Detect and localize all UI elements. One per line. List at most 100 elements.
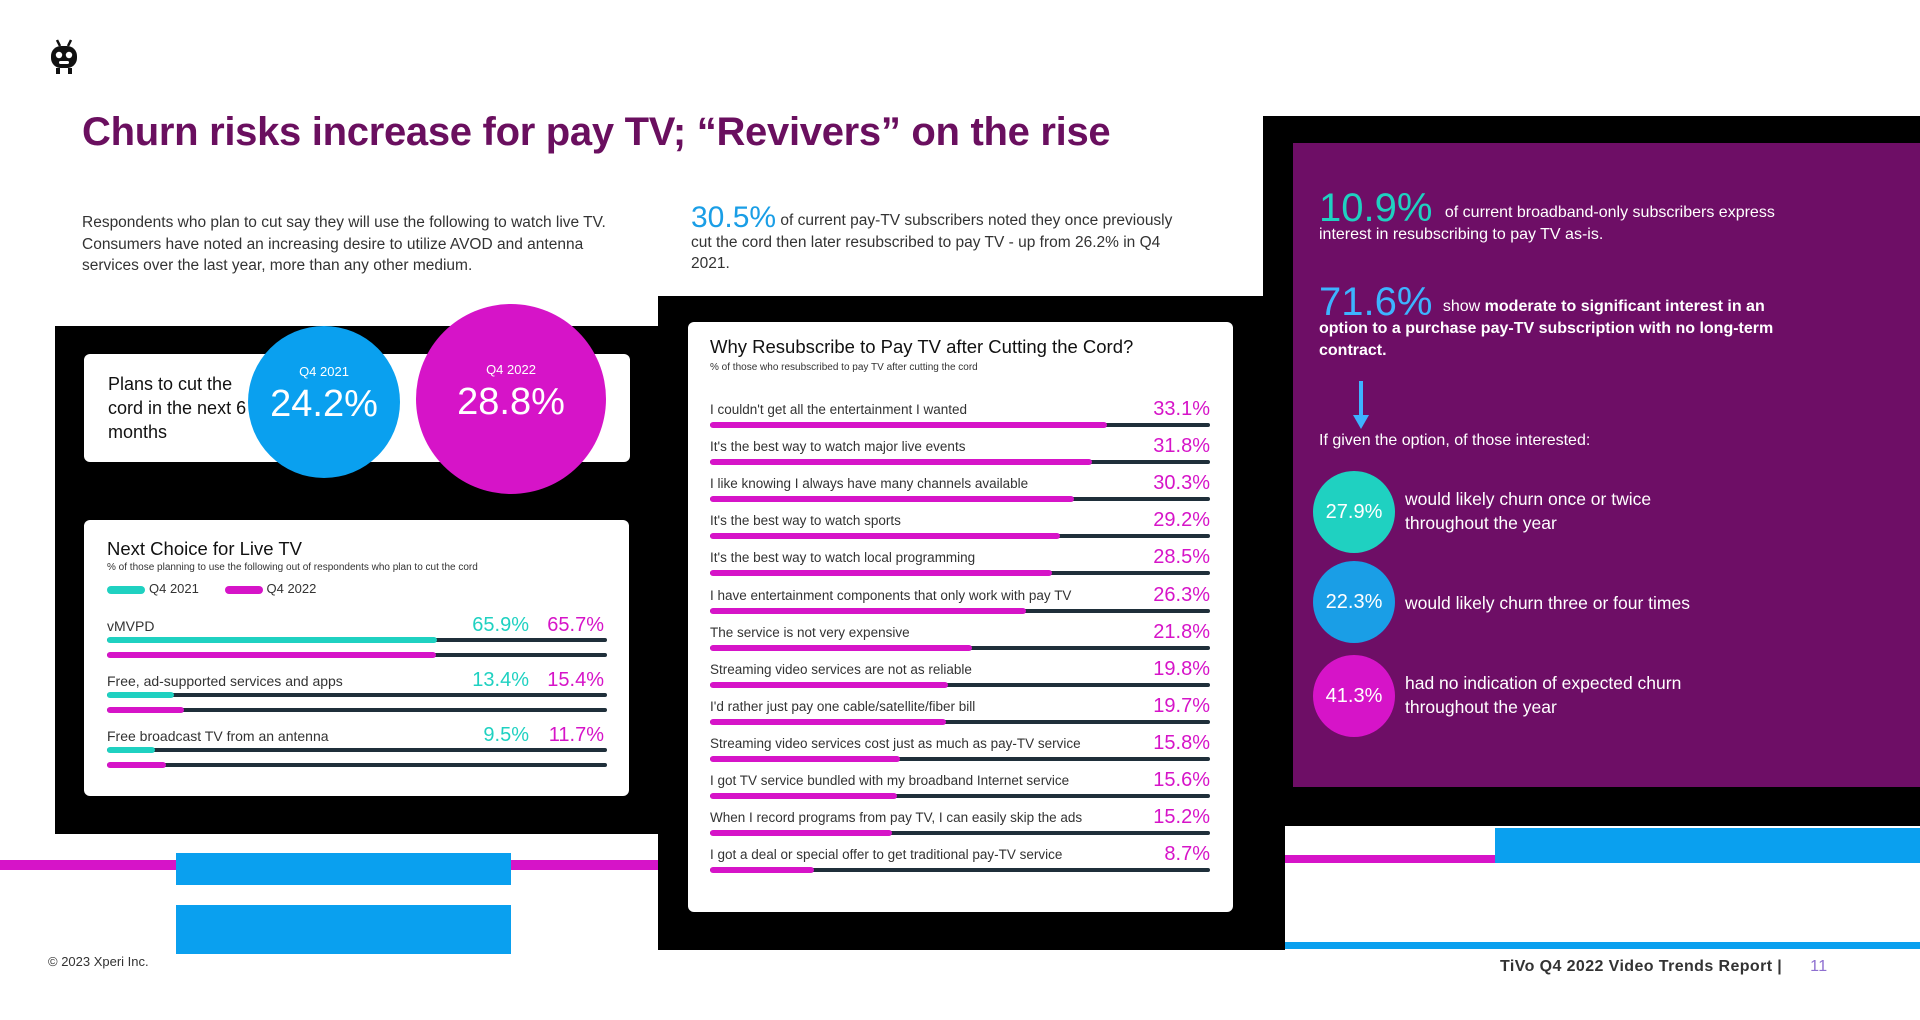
resubscribe-bar-fill bbox=[710, 793, 897, 799]
churn-circle: 27.9% bbox=[1313, 471, 1395, 553]
decorative-cyan-block-1 bbox=[176, 853, 511, 885]
intro-left-paragraph: Respondents who plan to cut say they wil… bbox=[82, 214, 606, 274]
resubscribe-row-label: Streaming video services cost just as mu… bbox=[710, 736, 1081, 751]
bar-fill-2022 bbox=[107, 707, 184, 713]
resubscribe-bar-fill bbox=[710, 608, 1026, 614]
next-choice-title: Next Choice for Live TV bbox=[107, 538, 303, 559]
resubscribe-row-label: It's the best way to watch sports bbox=[710, 513, 901, 528]
next-choice-value-2021: 13.4% bbox=[472, 669, 529, 691]
resubscribe-row-value: 33.1% bbox=[1153, 398, 1210, 420]
tivo-logo-icon bbox=[51, 39, 77, 74]
next-choice-subtitle: % of those planning to use the following… bbox=[107, 562, 478, 573]
decorative-cyan-block-right bbox=[1495, 828, 1920, 863]
slide-title: Churn risks increase for pay TV; “Revive… bbox=[82, 110, 1111, 154]
resubscribe-row-value: 15.8% bbox=[1153, 732, 1210, 754]
stat1-text: of current broadband-only subscribers ex… bbox=[1319, 204, 1775, 243]
resubscribe-row-value: 19.8% bbox=[1153, 658, 1210, 680]
plans-to-cut-label: Plans to cut the cord in the next 6 mont… bbox=[108, 374, 247, 442]
report-footer: TiVo Q4 2022 Video Trends Report | 11 bbox=[1500, 958, 1828, 976]
next-choice-row-label: Free, ad-supported services and apps bbox=[107, 673, 343, 689]
resubscribe-row-value: 29.2% bbox=[1153, 509, 1210, 531]
bar-track-2021 bbox=[107, 693, 607, 697]
resubscribe-row-label: I like knowing I always have many channe… bbox=[710, 476, 1029, 491]
stat2-value: 71.6% bbox=[1319, 280, 1433, 324]
next-choice-value-2022: 15.4% bbox=[547, 669, 604, 691]
decorative-cyan-line-bottom bbox=[1285, 942, 1920, 949]
intro-mid-paragraph: 30.5% of current pay-TV subscribers note… bbox=[691, 203, 1191, 275]
bar-track-2022 bbox=[107, 708, 607, 712]
next-choice-row-label: vMVPD bbox=[107, 618, 155, 634]
bar-track-2021 bbox=[107, 748, 607, 752]
resubscribe-row-value: 8.7% bbox=[1164, 843, 1210, 865]
stat2-bold: moderate to significant interest in an o… bbox=[1319, 298, 1774, 359]
resubscribe-bar-fill bbox=[710, 645, 972, 651]
bar-fill-2021 bbox=[107, 747, 155, 753]
churn-text: would likely churn three or four times bbox=[1405, 593, 1690, 613]
resubscribe-card: Why Resubscribe to Pay TV after Cutting … bbox=[688, 322, 1233, 912]
stat1-value: 10.9% bbox=[1319, 186, 1433, 230]
legend: Q4 2021 Q4 2022 bbox=[107, 581, 316, 596]
resubscribe-bar-fill bbox=[710, 682, 948, 688]
legend-swatch-2021 bbox=[107, 585, 145, 594]
resubscribe-bar-fill bbox=[710, 719, 946, 725]
resubscribe-row-label: I have entertainment components that onl… bbox=[710, 588, 1072, 603]
churn-text: would likely churn once or twice through… bbox=[1405, 489, 1652, 533]
churn-text: had no indication of expected churn thro… bbox=[1405, 673, 1682, 717]
legend-swatch-2022 bbox=[224, 585, 263, 594]
resubscribe-bar-fill bbox=[710, 533, 1060, 539]
resubscribed-text: of current pay-TV subscribers noted they… bbox=[691, 212, 1173, 272]
q4-2021-label: Q4 2021 bbox=[299, 364, 349, 379]
decorative-cyan-block-2 bbox=[176, 905, 511, 954]
resubscribe-bar-fill bbox=[710, 459, 1092, 465]
resubscribe-bar-track bbox=[710, 683, 1210, 687]
bar-track-2022 bbox=[107, 763, 607, 767]
resubscribe-bar-track bbox=[710, 794, 1210, 798]
report-name: TiVo Q4 2022 Video Trends Report | bbox=[1500, 958, 1783, 975]
next-choice-value-2021: 65.9% bbox=[472, 614, 529, 636]
resubscribe-bar-fill bbox=[710, 496, 1074, 502]
resubscribe-row-label: I got a deal or special offer to get tra… bbox=[710, 847, 1063, 862]
resubscribe-row-label: I couldn't get all the entertainment I w… bbox=[710, 402, 967, 417]
stat2-pre: show bbox=[1442, 298, 1485, 315]
resubscribe-row-value: 19.7% bbox=[1153, 695, 1210, 717]
resubscribe-row-value: 30.3% bbox=[1153, 472, 1210, 494]
q4-2022-value: 28.8% bbox=[457, 381, 565, 423]
stat2-block: 71.6% show moderate to significant inter… bbox=[1319, 282, 1799, 362]
q4-2022-circle: Q4 2022 28.8% bbox=[416, 304, 606, 494]
q4-2021-value: 24.2% bbox=[270, 383, 378, 425]
resubscribe-row-label: The service is not very expensive bbox=[710, 625, 910, 640]
bar-fill-2022 bbox=[107, 652, 436, 658]
resubscribe-row-label: I got TV service bundled with my broadba… bbox=[710, 773, 1070, 788]
resubscribe-row-label: It's the best way to watch local program… bbox=[710, 550, 976, 565]
churn-circle: 22.3% bbox=[1313, 561, 1395, 643]
if-given-text: If given the option, of those interested… bbox=[1319, 432, 1591, 449]
decorative-magenta-strip-right bbox=[1285, 855, 1495, 863]
resubscribe-row-value: 15.2% bbox=[1153, 806, 1210, 828]
resubscribe-row-label: I'd rather just pay one cable/satellite/… bbox=[710, 699, 976, 714]
bar-fill-2021 bbox=[107, 692, 174, 698]
copyright: © 2023 Xperi Inc. bbox=[48, 954, 149, 969]
page-number: 11 bbox=[1810, 958, 1828, 975]
arrow-down-icon bbox=[1353, 381, 1369, 429]
resubscribe-bar-fill bbox=[710, 830, 892, 836]
resubscribe-row-label: Streaming video services are not as reli… bbox=[710, 662, 972, 677]
resubscribe-row-value: 31.8% bbox=[1153, 435, 1210, 457]
bar-fill-2021 bbox=[107, 637, 437, 643]
resubscribe-bar-track bbox=[710, 831, 1210, 835]
resubscribe-bar-track bbox=[710, 757, 1210, 761]
resubscribe-subtitle: % of those who resubscribed to pay TV af… bbox=[710, 362, 978, 373]
resubscribe-row-value: 28.5% bbox=[1153, 546, 1210, 568]
broadband-panel: 10.9% of current broadband-only subscrib… bbox=[1293, 143, 1920, 787]
resubscribe-bar-fill bbox=[710, 867, 814, 873]
legend-label-2021: Q4 2021 bbox=[149, 581, 199, 596]
resubscribe-bar-fill bbox=[710, 756, 900, 762]
next-choice-value-2022: 65.7% bbox=[547, 614, 604, 636]
resubscribe-row-label: When I record programs from pay TV, I ca… bbox=[710, 810, 1083, 825]
churn-circle: 41.3% bbox=[1313, 655, 1395, 737]
resubscribe-title: Why Resubscribe to Pay TV after Cutting … bbox=[710, 336, 1134, 357]
resubscribe-row-value: 26.3% bbox=[1153, 584, 1210, 606]
resubscribe-bar-fill bbox=[710, 570, 1052, 576]
bar-fill-2022 bbox=[107, 762, 166, 768]
resubscribe-bar-track bbox=[710, 720, 1210, 724]
q4-2022-label: Q4 2022 bbox=[486, 362, 536, 377]
